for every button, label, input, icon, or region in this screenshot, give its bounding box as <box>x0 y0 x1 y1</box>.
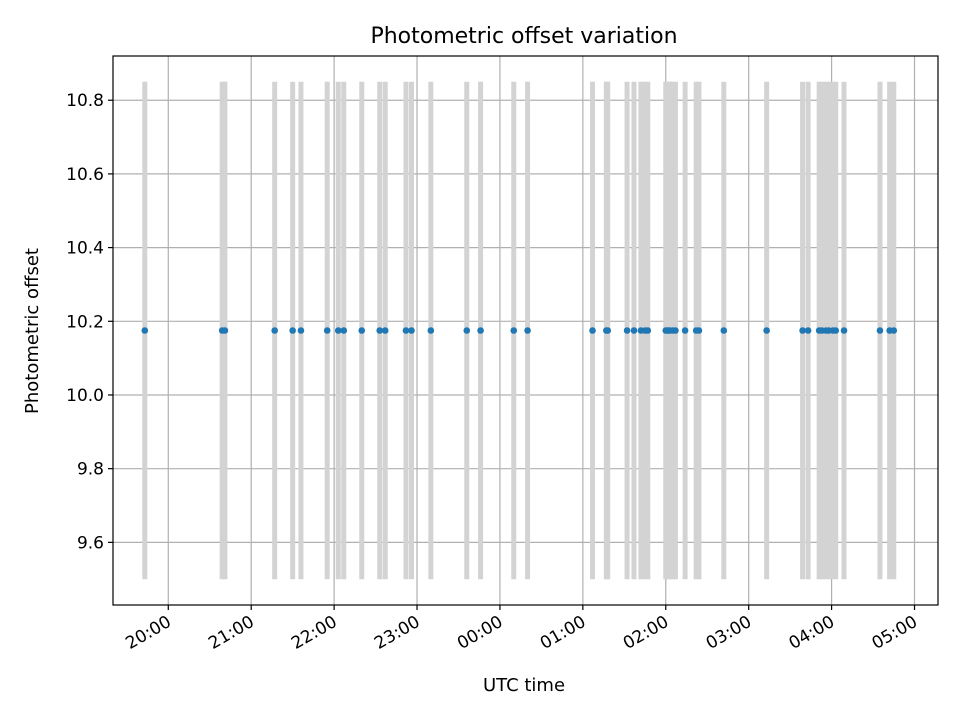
data-point <box>799 327 806 334</box>
data-point <box>763 327 770 334</box>
y-tick-label: 9.6 <box>77 533 104 553</box>
y-tick-label: 10.8 <box>66 91 104 111</box>
x-tick-label: 22:00 <box>288 612 340 654</box>
y-axis: 9.6 9.8 10.0 10.2 10.4 10.6 10.8 <box>66 91 113 553</box>
x-tick-label: 05:00 <box>869 612 921 654</box>
data-point <box>376 327 384 334</box>
data-point <box>323 327 331 334</box>
data-point <box>623 327 631 334</box>
chart-title: Photometric offset variation <box>370 24 677 49</box>
data-point <box>427 327 435 334</box>
data-point <box>695 327 703 334</box>
x-axis-label: UTC time <box>483 675 565 696</box>
data-point <box>630 327 638 334</box>
data-point <box>358 327 366 334</box>
y-tick-label: 10.4 <box>66 239 104 259</box>
data-point <box>463 327 471 334</box>
data-point <box>890 327 898 334</box>
error-bars <box>142 81 897 580</box>
data-point <box>524 327 531 334</box>
data-point <box>340 327 348 334</box>
y-axis-label: Photometric offset <box>22 248 43 414</box>
plot-frame <box>112 55 939 606</box>
data-point <box>297 327 305 334</box>
x-tick-label: 03:00 <box>703 612 755 654</box>
y-tick-label: 10.6 <box>66 165 104 185</box>
data-point <box>804 327 812 334</box>
y-tick-label: 9.8 <box>77 460 104 480</box>
data-point <box>681 327 689 334</box>
x-tick-label: 21:00 <box>205 612 257 654</box>
data-point <box>876 327 884 334</box>
data-point <box>510 327 518 334</box>
data-point <box>402 327 410 334</box>
x-tick-label: 00:00 <box>454 612 506 654</box>
data-point <box>832 327 840 334</box>
data-point <box>672 327 679 334</box>
data-point <box>604 327 612 334</box>
data-point <box>381 327 389 334</box>
data-point <box>271 327 278 334</box>
data-point <box>408 327 415 334</box>
y-tick-label: 10.2 <box>66 312 104 332</box>
data-point <box>334 327 342 334</box>
data-point <box>289 327 296 334</box>
x-tick-label: 01:00 <box>537 612 589 654</box>
data-point <box>141 327 149 334</box>
data-point <box>720 327 728 334</box>
x-tick-label: 04:00 <box>786 612 838 654</box>
data-point <box>589 327 596 334</box>
data-point <box>477 327 484 334</box>
data-points <box>141 327 898 334</box>
data-point <box>644 327 652 334</box>
data-point <box>840 327 848 334</box>
data-point <box>221 327 229 334</box>
x-tick-label: 02:00 <box>620 612 672 654</box>
x-tick-label: 20:00 <box>122 612 174 654</box>
y-tick-label: 10.0 <box>66 386 104 406</box>
x-axis: 20:00 21:00 22:00 23:00 00:00 01:00 02:00 03:00… <box>122 605 921 654</box>
x-tick-label: 23:00 <box>371 612 423 654</box>
